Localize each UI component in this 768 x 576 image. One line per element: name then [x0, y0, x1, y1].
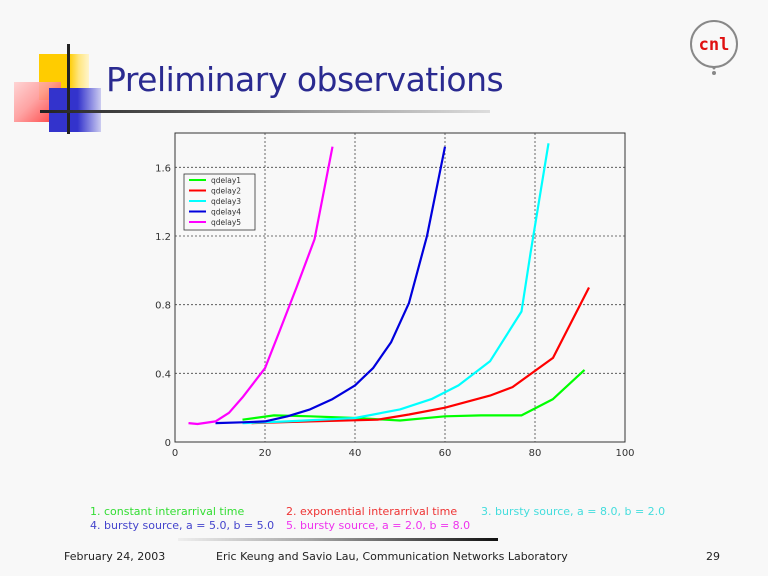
caption-5: 5. bursty source, a = 2.0, b = 8.0 — [286, 519, 471, 532]
logo-text: cnl — [699, 35, 730, 55]
y-tick-label: 0.8 — [155, 301, 171, 312]
series-line-qdelay2 — [251, 286, 590, 425]
slide-title: Preliminary observations — [106, 60, 504, 99]
y-tick-label: 0.4 — [155, 369, 171, 380]
footer-page-number: 29 — [706, 550, 720, 563]
legend-label-qdelay1: qdelay1 — [211, 176, 241, 185]
legend-label-qdelay2: qdelay2 — [211, 187, 241, 196]
footer-divider — [178, 538, 498, 541]
series-lines — [188, 143, 590, 426]
x-axis: 0 20 40 60 80 100 — [172, 448, 635, 459]
footer-authors: Eric Keung and Savio Lau, Communication … — [216, 550, 568, 563]
caption-3: 3. bursty source, a = 8.0, b = 2.0 — [481, 505, 666, 518]
y-axis: 0 0.4 0.8 1.2 1.6 — [155, 163, 171, 449]
chart: 0 20 40 60 80 100 00.40.81.21.6 qdelay1qdelay… — [155, 132, 635, 459]
caption-4: 4. bursty source, a = 5.0, b = 5.0 — [90, 519, 275, 532]
series-line-qdelay3 — [242, 143, 550, 425]
x-tick-label: 20 — [259, 448, 272, 459]
x-tick-label: 0 — [172, 448, 178, 459]
footer-date: February 24, 2003 — [64, 550, 166, 563]
legend-label-qdelay5: qdelay5 — [211, 218, 241, 227]
x-tick-label: 60 — [439, 448, 452, 459]
y-tick-label: 1.2 — [155, 232, 171, 243]
caption-1: 1. constant interarrival time — [90, 505, 245, 518]
title-underline — [40, 110, 490, 113]
cnl-logo-icon: cnl — [690, 20, 738, 75]
legend-label-qdelay4: qdelay4 — [211, 208, 241, 217]
caption-2: 2. exponential interarrival time — [286, 505, 458, 518]
series-line-qdelay4 — [215, 146, 447, 425]
grid — [175, 133, 625, 442]
y-tick-label: 0 — [165, 438, 171, 449]
y-tick-label: 1.6 — [155, 163, 171, 174]
decor-vertical-line — [67, 44, 70, 134]
x-tick-label: 100 — [615, 448, 634, 459]
legend-label-qdelay3: qdelay3 — [211, 197, 241, 206]
series-line-qdelay5 — [188, 146, 334, 426]
x-tick-label: 40 — [349, 448, 362, 459]
x-tick-label: 80 — [529, 448, 542, 459]
